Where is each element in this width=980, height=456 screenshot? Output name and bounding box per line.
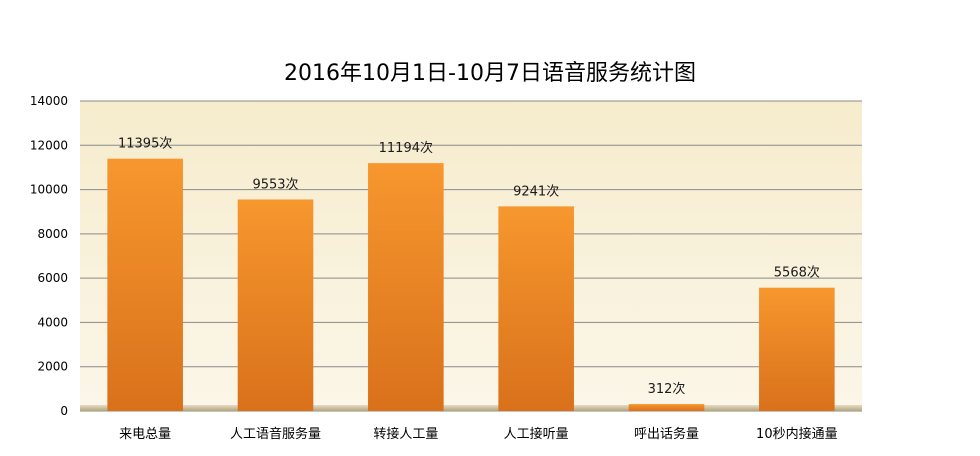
x-tick-label: 10秒内接通量: [756, 426, 838, 442]
y-tick-label: 0: [60, 404, 68, 418]
bar: [628, 404, 705, 411]
y-tick-label: 10000: [30, 183, 68, 197]
data-labels: 11395次 9553次 11194次 9241次 312次 5568次: [118, 136, 820, 397]
y-tick-label: 14000: [30, 94, 68, 108]
bar: [107, 158, 183, 411]
y-axis: 0 2000 4000 6000 8000 10000 12000 14000: [30, 94, 68, 418]
data-label: 9241次: [513, 183, 559, 199]
data-label: 11395次: [118, 136, 172, 152]
data-label: 9553次: [252, 176, 298, 192]
bar: [759, 287, 835, 411]
bar: [498, 206, 574, 411]
plot-area: [80, 101, 862, 411]
bar: [237, 199, 314, 411]
data-label: 5568次: [774, 265, 820, 281]
y-tick-label: 4000: [37, 315, 68, 329]
y-tick-label: 8000: [37, 227, 68, 241]
x-tick-label: 来电总量: [119, 427, 171, 442]
data-label: 11194次: [379, 140, 433, 156]
data-label: 312次: [648, 381, 686, 397]
x-tick-label: 人工语音服务量: [230, 426, 321, 442]
x-tick-label: 转接人工量: [373, 426, 438, 442]
x-tick-label: 呼出话务量: [634, 426, 699, 442]
bar: [368, 163, 444, 411]
x-axis: 来电总量 人工语音服务量 转接人工量 人工接听量 呼出话务量 10秒内接通量: [119, 426, 837, 442]
floor-3d: [80, 405, 862, 411]
chart-title: 2016年10月1日-10月7日语音服务统计图: [284, 61, 696, 86]
y-tick-label: 2000: [37, 360, 68, 374]
x-tick-label: 人工接听量: [504, 426, 569, 442]
bars: [107, 158, 835, 411]
y-tick-label: 6000: [37, 271, 68, 285]
gridlines: [80, 100, 862, 412]
y-tick-label: 12000: [30, 138, 68, 152]
